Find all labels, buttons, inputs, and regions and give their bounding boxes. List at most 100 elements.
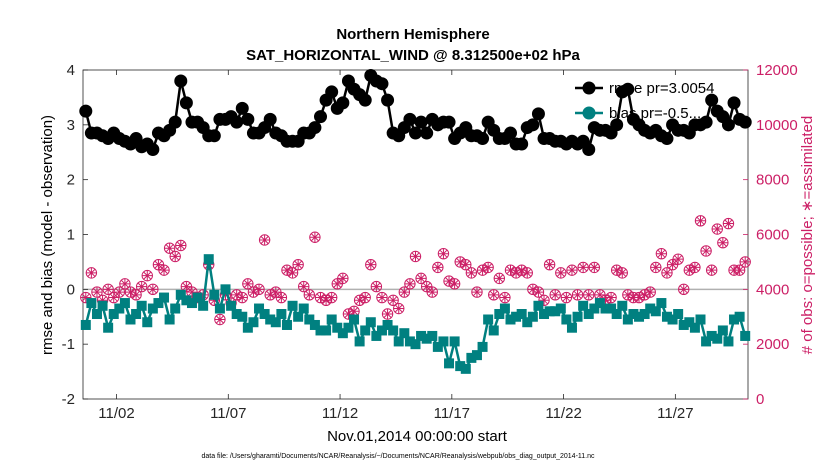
legend-rmse-marker xyxy=(582,81,596,95)
obs-assimilated-point xyxy=(589,262,600,273)
bias-point xyxy=(248,317,259,328)
y-axis-label: rmse and bias (model - observation) xyxy=(39,115,56,355)
obs-assimilated-point xyxy=(315,292,326,303)
bias-point xyxy=(717,325,728,336)
obs-assimilated-point xyxy=(287,267,298,278)
obs-assimilated-point xyxy=(706,265,717,276)
obs-assimilated-point xyxy=(634,292,645,303)
y2-tick-label: 12000 xyxy=(756,62,798,79)
obs-possible-point xyxy=(376,291,388,304)
obs-possible-point xyxy=(404,278,416,290)
obs-assimilated-point xyxy=(483,262,494,273)
rmse-point xyxy=(660,132,674,146)
legend-bias-marker xyxy=(582,106,596,120)
obs-possible-point xyxy=(543,258,556,271)
obs-assimilated-point xyxy=(265,289,276,300)
legend-rmse-label: rmse pr=3.0054 xyxy=(609,80,714,97)
obs-possible-point xyxy=(119,278,131,290)
obs-assimilated-point xyxy=(566,265,577,276)
rmse-point xyxy=(705,93,719,107)
obs-assimilated-point xyxy=(242,278,253,289)
obs-assimilated-point xyxy=(673,254,684,265)
bias-point xyxy=(522,317,533,328)
obs-assimilated-point xyxy=(164,243,175,254)
obs-assimilated-point xyxy=(639,289,650,300)
rmse-point xyxy=(414,115,428,129)
bias-point xyxy=(170,303,181,314)
x-tick-label: 11/07 xyxy=(210,405,246,422)
bias-point xyxy=(265,314,276,325)
bias-point xyxy=(242,322,253,333)
obs-assimilated-point xyxy=(533,287,544,298)
obs-assimilated-point xyxy=(622,289,633,300)
obs-possible-point xyxy=(309,231,321,243)
bias-point xyxy=(119,298,130,309)
obs-assimilated-point xyxy=(701,245,712,256)
rmse-point xyxy=(582,143,596,157)
rmse-point xyxy=(174,74,188,88)
obs-possible-point xyxy=(488,289,500,301)
obs-assimilated-point xyxy=(494,273,505,284)
obs-assimilated-point xyxy=(734,265,745,276)
rmse-point xyxy=(207,129,221,143)
obs-assimilated-point xyxy=(539,295,550,306)
obs-possible-point xyxy=(214,313,226,326)
y2-tick-label: 8000 xyxy=(756,172,789,189)
obs-assimilated-point xyxy=(159,265,170,276)
rmse-point xyxy=(263,112,277,126)
obs-assimilated-point xyxy=(131,289,142,300)
y2-tick-label: 10000 xyxy=(756,117,798,134)
bias-point xyxy=(181,295,192,306)
bias-point xyxy=(740,330,751,341)
obs-assimilated-point xyxy=(488,289,499,300)
obs-possible-point xyxy=(672,253,684,265)
rmse-point xyxy=(420,126,434,140)
bias-point xyxy=(533,300,544,311)
bias-point xyxy=(471,350,482,361)
bias-point xyxy=(159,292,170,303)
bias-point xyxy=(203,254,214,265)
x-tick-label: 11/17 xyxy=(434,405,470,422)
obs-assimilated-point xyxy=(237,292,248,303)
obs-assimilated-point xyxy=(499,292,510,303)
bias-point xyxy=(220,284,231,295)
obs-possible-point xyxy=(650,261,662,274)
obs-assimilated-point xyxy=(689,262,700,273)
obs-assimilated-point xyxy=(103,284,114,295)
obs-assimilated-point xyxy=(650,262,661,273)
bias-point xyxy=(628,309,639,320)
rmse-point xyxy=(699,115,713,129)
obs-possible-point xyxy=(381,308,394,320)
obs-possible-point xyxy=(398,286,411,298)
obs-possible-point xyxy=(471,286,483,298)
obs-assimilated-point xyxy=(276,292,287,303)
bias-point xyxy=(231,309,242,320)
bias-point xyxy=(281,319,292,330)
obs-assimilated-point xyxy=(343,309,354,320)
rmse-point xyxy=(79,104,93,118)
bias-point xyxy=(606,303,617,314)
obs-assimilated-point xyxy=(449,278,460,289)
obs-assimilated-point xyxy=(354,295,365,306)
rmse-point xyxy=(621,82,635,96)
bias-point xyxy=(309,319,320,330)
obs-assimilated-point xyxy=(617,267,628,278)
bias-point xyxy=(639,309,650,320)
obs-assimilated-point xyxy=(695,215,706,226)
obs-possible-point xyxy=(141,269,153,282)
bias-point xyxy=(483,314,494,325)
obs-possible-point xyxy=(560,291,573,304)
obs-assimilated-point xyxy=(399,287,410,298)
obs-assimilated-point xyxy=(365,259,376,270)
bias-point xyxy=(371,330,382,341)
bias-point xyxy=(622,314,633,325)
obs-assimilated-point xyxy=(550,289,561,300)
rmse-point xyxy=(531,107,545,121)
bias-point xyxy=(404,336,415,347)
rmse-point xyxy=(738,115,752,129)
rmse-point xyxy=(515,137,529,151)
bias-point xyxy=(566,322,577,333)
obs-assimilated-point xyxy=(427,287,438,298)
obs-assimilated-point xyxy=(214,314,225,325)
bias-point xyxy=(678,319,689,330)
